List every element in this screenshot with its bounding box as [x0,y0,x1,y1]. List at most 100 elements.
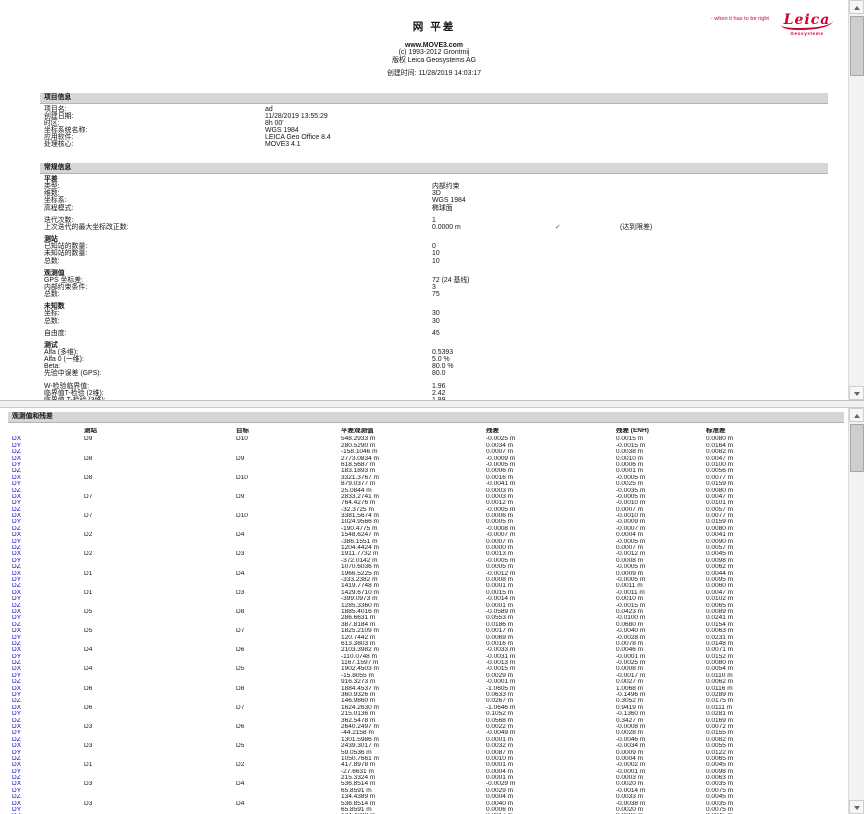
component-link[interactable]: DZ [12,506,21,513]
section-header-general-info: 常规信息 [40,163,828,175]
component-link[interactable]: DZ [12,755,21,762]
station-cell: D1 [84,570,93,577]
info-label: 总数: [44,291,60,299]
component-link[interactable]: DY [12,634,22,641]
component-link[interactable]: DX [12,474,22,481]
component-link[interactable]: DY [12,500,22,507]
table-row: DX D1 D3 1429.6710 m 0.0015 m -0.0011 m 0.0047… [8,590,844,596]
component-link[interactable]: DX [12,551,22,558]
frame-divider[interactable] [0,400,864,408]
component-link[interactable]: DZ [12,775,21,782]
residual-cell: 0.0017 m [486,628,514,635]
residual-enh-cell: -0.0015 m [616,602,646,609]
component-link[interactable]: DX [12,513,22,520]
component-link[interactable]: DX [12,685,22,692]
component-link[interactable]: DZ [12,679,21,686]
component-link[interactable]: DX [12,532,22,539]
component-link[interactable]: DX [12,723,22,730]
adjusted-obs-cell: 1070.6036 m [341,564,379,571]
scroll-up-icon[interactable] [849,408,864,422]
component-link[interactable]: DY [12,461,22,468]
component-link[interactable]: DY [12,653,22,660]
component-link[interactable]: DZ [12,545,21,552]
component-link[interactable]: DY [12,615,22,622]
component-link[interactable]: DY [12,807,22,814]
residual-cell: -0.0005 m [486,557,516,564]
component-link[interactable]: DX [12,743,22,750]
table-row: DX D4 D5 1902.4503 m -0.0015 m 0.0008 m 0.0054… [8,666,844,672]
component-link[interactable]: DZ [12,660,21,667]
table-row: DX D8 D9 2773.0834 m -0.0009 m 0.0010 m 0.0047… [8,456,844,462]
component-link[interactable]: DZ [12,736,21,743]
residual-enh-cell: 0.9419 m [616,704,644,711]
scroll-down-icon[interactable] [849,386,864,400]
component-link[interactable]: DX [12,647,22,654]
component-link[interactable]: DX [12,455,22,462]
top-scrollbar-thumb[interactable] [850,16,864,76]
component-link[interactable]: DY [12,519,22,526]
component-link[interactable]: DX [12,781,22,788]
table-row: DY 286.6631 m 0.0553 m -0.0100 m 0.0241 m [8,615,844,621]
component-link[interactable]: DX [12,704,22,711]
residual-enh-cell: -0.0005 m [616,493,646,500]
residual-enh-cell: 0.0007 m [616,506,644,513]
component-link[interactable]: DZ [12,794,21,801]
component-link[interactable]: DY [12,787,22,794]
component-link[interactable]: DX [12,800,22,807]
stddev-cell: 0.0047 m [706,455,734,462]
component-link[interactable]: DX [12,628,22,635]
component-link[interactable]: DZ [12,640,21,647]
component-link[interactable]: DZ [12,525,21,532]
component-link[interactable]: DY [12,442,22,449]
table-row: DX D7 D9 2833.2741 m 0.0003 m -0.0005 m 0.0047… [8,494,844,500]
general-info-row: 已知站的数量: 0 [40,243,828,250]
residual-enh-cell: -0.0011 m [616,589,645,596]
table-row: DZ 362.5478 m 0.0568 m 0.3427 m 0.0169 m [8,718,844,724]
target-cell: D3 [236,551,245,558]
stddev-cell: 0.0102 m [706,596,734,603]
component-link[interactable]: DZ [12,602,21,609]
component-link[interactable]: DY [12,730,22,737]
component-link[interactable]: DY [12,672,22,679]
component-link[interactable]: DX [12,570,22,577]
station-cell: D6 [84,685,93,692]
bottom-pane-scrollbar[interactable] [848,408,864,814]
stddev-cell: 0.0055 m [706,743,734,750]
stddev-cell: 0.0072 m [706,723,734,730]
component-link[interactable]: DZ [12,621,21,628]
target-cell: D9 [236,455,245,462]
component-link[interactable]: DY [12,749,22,756]
table-row: DY 879.0377 m -0.0041 m 0.0025 m 0.0159 m [8,481,844,487]
info-label: 未知站的数量: [44,250,88,258]
component-link[interactable]: DZ [12,698,21,705]
component-link[interactable]: DY [12,576,22,583]
bottom-scrollbar-thumb[interactable] [850,424,864,472]
residual-cell: -0.0009 m [486,455,516,462]
table-row: DZ 183.1893 m 0.0006 m 0.0001 m 0.0056 m [8,468,844,474]
top-pane-scrollbar[interactable] [848,0,864,400]
residual-cell: 0.0016 m [486,474,514,481]
component-link[interactable]: DX [12,436,22,443]
adjusted-obs-cell: 879.0377 m [341,481,376,488]
component-link[interactable]: DY [12,768,22,775]
scroll-up-icon[interactable] [849,0,864,14]
component-link[interactable]: DZ [12,717,21,724]
component-link[interactable]: DY [12,596,22,603]
component-link[interactable]: DY [12,711,22,718]
component-link[interactable]: DX [12,762,22,769]
component-link[interactable]: DY [12,481,22,488]
component-link[interactable]: DX [12,493,22,500]
component-link[interactable]: DZ [12,468,21,475]
component-link[interactable]: DZ [12,583,21,590]
component-link[interactable]: DY [12,557,22,564]
component-link[interactable]: DX [12,608,22,615]
component-link[interactable]: DZ [12,449,21,456]
component-link[interactable]: DX [12,666,22,673]
component-link[interactable]: DX [12,589,22,596]
info-label: 坐标: [44,310,60,318]
residual-enh-cell: -0.0040 m [616,628,646,635]
component-link[interactable]: DZ [12,564,21,571]
component-link[interactable]: DY [12,538,22,545]
component-link[interactable]: DY [12,692,22,699]
component-link[interactable]: DZ [12,487,21,494]
